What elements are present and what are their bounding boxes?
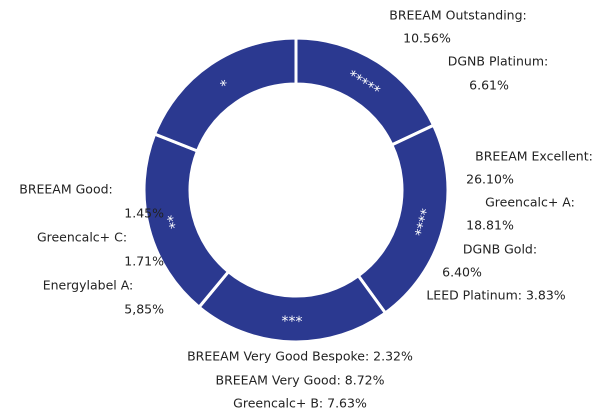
annotation: DGNB Gold:: [463, 242, 537, 257]
annotation: BREEAM Excellent:: [475, 149, 593, 164]
donut-segment: [356, 123, 450, 316]
segment-label: ***: [281, 314, 302, 331]
segment-label: **: [159, 214, 178, 232]
annotation: BREEAM Good:: [19, 182, 113, 197]
annotation: 6.40%: [442, 265, 482, 280]
annotation: LEED Platinum: 3.83%: [426, 288, 565, 303]
annotation: BREEAM Outstanding:: [389, 8, 527, 23]
segment-label: ****: [413, 207, 435, 238]
donut-segment: [142, 132, 231, 310]
donut-segment: [152, 36, 298, 153]
annotation: DGNB Platinum:: [448, 54, 549, 69]
annotation: BREEAM Very Good: 8.72%: [216, 373, 385, 388]
donut-segment: [196, 269, 388, 344]
annotation: 5,85%: [124, 302, 164, 317]
annotation: 1.71%: [124, 254, 164, 269]
annotation: 18.81%: [466, 218, 514, 233]
annotation: 1.45%: [124, 206, 164, 221]
annotation: 6.61%: [469, 78, 509, 93]
annotation: 10.56%: [403, 31, 451, 46]
annotation: Greencalc+ B: 7.63%: [233, 396, 367, 411]
annotation: 26.10%: [466, 172, 514, 187]
annotation: BREEAM Very Good Bespoke: 2.32%: [187, 349, 413, 364]
annotation: Greencalc+ A:: [485, 195, 575, 210]
annotation: Energylabel A:: [43, 278, 134, 293]
annotation: Greencalc+ C:: [37, 230, 127, 245]
